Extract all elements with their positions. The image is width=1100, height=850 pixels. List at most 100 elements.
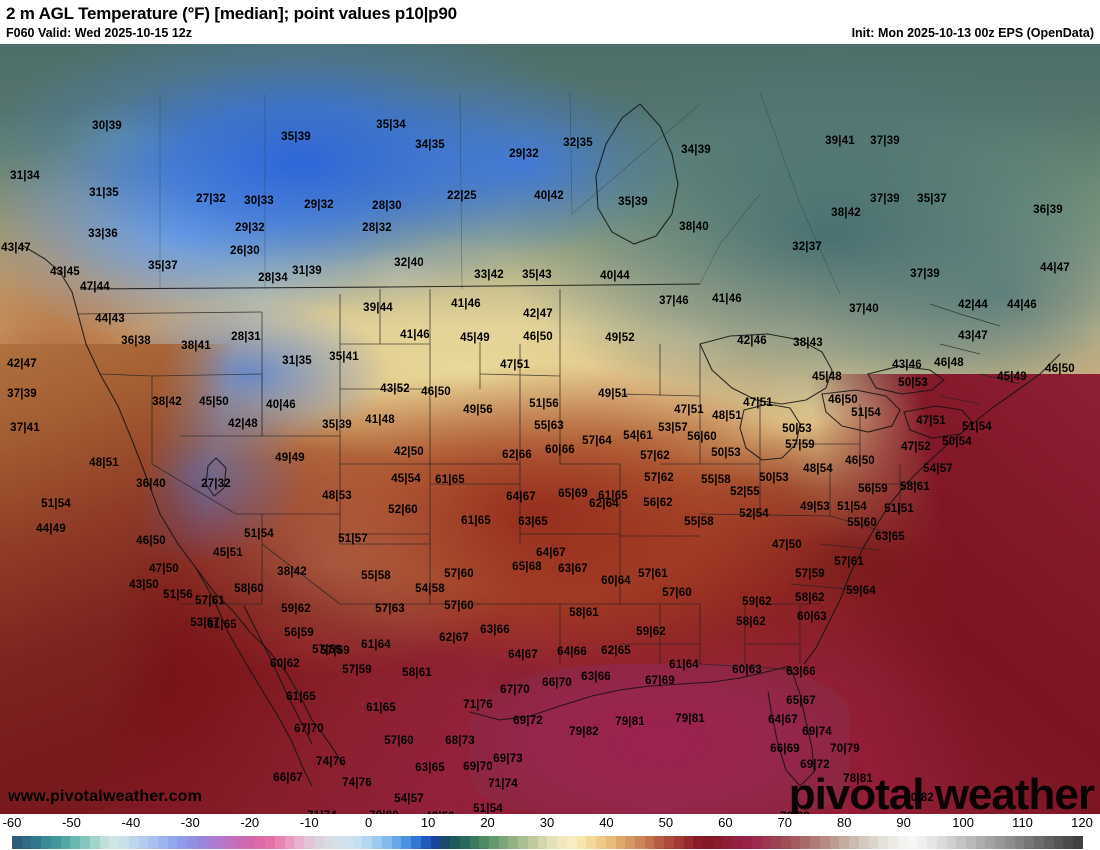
colorbar-segment	[927, 836, 937, 849]
point-value: 34|35	[415, 139, 445, 151]
colorbar-segment	[148, 836, 159, 849]
colorbar-segment	[381, 836, 392, 849]
colorbar-segment	[761, 836, 772, 849]
colorbar-segment	[294, 836, 305, 849]
colorbar-segment	[372, 836, 382, 849]
colorbar-segment	[888, 836, 898, 849]
point-value: 61|65	[598, 490, 628, 502]
point-value: 57|59	[795, 568, 825, 580]
colorbar-segment	[177, 836, 188, 849]
point-value: 63|66	[581, 671, 611, 683]
colorbar-segment	[70, 836, 81, 849]
brand-watermark: pivotal weather	[788, 770, 1095, 814]
point-value: 66|70	[542, 677, 572, 689]
colorbar-segment	[391, 836, 402, 849]
colorbar-segment	[488, 836, 499, 849]
point-value: 49|52	[605, 332, 635, 344]
point-value: 57|60	[444, 568, 474, 580]
colorbar-segment	[440, 836, 451, 849]
point-value: 61|65	[435, 474, 465, 486]
point-value: 35|34	[376, 119, 406, 131]
colorbar-segment	[975, 836, 986, 849]
point-value: 38|43	[793, 337, 823, 349]
point-value: 50|53	[782, 423, 812, 435]
point-value: 43|46	[892, 359, 922, 371]
colorbar-segment	[138, 836, 149, 849]
colorbar-gradient	[12, 836, 1083, 849]
point-value: 41|48	[365, 414, 395, 426]
point-value: 48|54	[803, 463, 833, 475]
point-value: 47|51	[916, 415, 946, 427]
colorbar-segment	[206, 836, 217, 849]
point-value: 60|63	[797, 611, 827, 623]
colorbar-segment	[1043, 836, 1054, 849]
temperature-field: 30|39 35|39 35|34 32|35 34|39 39|41 37|39 31|34…	[0, 44, 1100, 814]
point-value: 30|39	[92, 120, 122, 132]
point-value: 71|74	[488, 778, 518, 790]
point-value: 79|81	[615, 716, 645, 728]
page-title: 2 m AGL Temperature (°F) [median]; point…	[6, 4, 457, 23]
point-value: 50|53	[759, 472, 789, 484]
colorbar-segment	[1053, 836, 1064, 849]
point-value: 58|61	[402, 667, 432, 679]
point-value: 49|51	[598, 388, 628, 400]
point-value: 66|67	[273, 772, 303, 784]
colorbar-segment	[50, 836, 61, 849]
colorbar-tick: 80	[836, 815, 852, 830]
map-viewport[interactable]: 30|39 35|39 35|34 32|35 34|39 39|41 37|39 31|34…	[0, 44, 1100, 814]
point-value: 52|55	[730, 486, 760, 498]
point-value: 48|50	[425, 811, 455, 814]
point-value: 54|57	[394, 793, 424, 805]
colorbar-tick: 30	[539, 815, 555, 830]
colorbar-segment	[333, 836, 343, 849]
point-value: 51|54	[244, 528, 274, 540]
point-value: 46|50	[421, 386, 451, 398]
colorbar-segment	[518, 836, 528, 849]
point-value: 48|51	[89, 457, 119, 469]
point-value: 62|64	[589, 498, 619, 510]
point-value: 45|49	[460, 332, 490, 344]
point-value: 46|50	[136, 535, 166, 547]
colorbar-tick: 70	[777, 815, 792, 830]
colorbar-segment	[673, 836, 684, 849]
colorbar-segment	[41, 836, 51, 849]
point-value: 61|65	[366, 702, 396, 714]
point-value: 74|76	[316, 756, 346, 768]
colorbar-segment	[781, 836, 791, 849]
point-value: 44|43	[95, 313, 125, 325]
point-value: 53|57	[658, 422, 688, 434]
point-value: 61|65	[207, 619, 237, 631]
point-value: 62|67	[439, 632, 469, 644]
point-value: 36|38	[121, 335, 151, 347]
point-value: 47|51	[674, 404, 704, 416]
colorbar-segment	[31, 836, 42, 849]
point-value: 39|44	[363, 302, 393, 314]
point-value: 70|79	[830, 743, 860, 755]
colorbar[interactable]: -60 -50 -40 -30 -20 -10 0 10 20 30 40 50 60 70 80 90 100…	[0, 814, 1100, 850]
colorbar-segment	[119, 836, 129, 849]
colorbar-segment	[683, 836, 694, 849]
point-value: 57|60	[444, 600, 474, 612]
point-value: 56|62	[643, 497, 673, 509]
colorbar-segment	[566, 836, 577, 849]
point-value: 57|62	[644, 472, 674, 484]
point-value: 47|52	[901, 441, 931, 453]
colorbar-segment	[508, 836, 519, 849]
point-value: 51|54	[41, 498, 71, 510]
colorbar-segment	[235, 836, 246, 849]
point-value: 61|65	[286, 691, 316, 703]
point-value: 54|61	[623, 430, 653, 442]
colorbar-tick: 110	[1012, 815, 1033, 830]
colorbar-tick: -40	[121, 815, 141, 830]
point-value: 36|40	[136, 478, 166, 490]
point-value: 29|32	[235, 222, 265, 234]
colorbar-tick: -10	[299, 815, 319, 830]
point-value: 40|46	[266, 399, 296, 411]
point-value: 45|50	[199, 396, 229, 408]
point-value: 63|65	[415, 762, 445, 774]
point-value: 35|37	[917, 193, 947, 205]
point-value: 63|65	[875, 531, 905, 543]
point-value: 42|47	[7, 358, 37, 370]
point-value: 31|35	[89, 187, 119, 199]
point-value: 38|42	[831, 207, 861, 219]
